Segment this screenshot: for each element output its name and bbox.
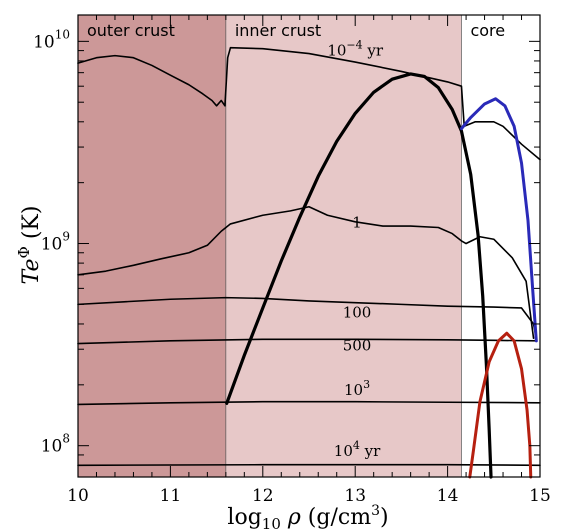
plot-frame bbox=[77, 14, 541, 478]
curve-label: 1 bbox=[352, 214, 362, 232]
curve-label: 500 bbox=[343, 337, 372, 355]
axis-ticks bbox=[77, 15, 541, 478]
y-tick-label: 1010 bbox=[33, 27, 70, 52]
x-tick-label: 13 bbox=[344, 486, 366, 506]
region-labels: outer crust inner crust core bbox=[87, 21, 505, 40]
x-axis-label: log10 ρ (g/cm3) bbox=[227, 503, 388, 532]
series-line-4 bbox=[77, 400, 541, 406]
curve-label: 100 bbox=[343, 304, 372, 322]
series-lines bbox=[77, 46, 541, 479]
series-line-8 bbox=[468, 331, 533, 479]
series-line-6 bbox=[225, 72, 493, 479]
y-tick-label: 109 bbox=[41, 230, 70, 255]
x-tick-label: 15 bbox=[529, 486, 551, 506]
series-line-5 bbox=[77, 463, 541, 467]
series-line-7 bbox=[459, 97, 538, 343]
tick-labels: 10 11 12 13 14 15 108 109 1010 bbox=[33, 27, 551, 506]
x-tick-label: 14 bbox=[437, 486, 459, 506]
region-label: core bbox=[470, 21, 505, 40]
region-band-inner-crust bbox=[225, 15, 462, 477]
x-tick-label: 12 bbox=[252, 486, 274, 506]
region-label: inner crust bbox=[235, 21, 321, 40]
y-axis-label: TeΦ (K) bbox=[15, 206, 44, 285]
x-tick-label: 10 bbox=[67, 486, 89, 506]
y-tick-label: 108 bbox=[41, 432, 70, 457]
series-line-3 bbox=[77, 338, 538, 345]
x-tick-label: 11 bbox=[160, 486, 182, 506]
region-shading bbox=[78, 15, 540, 477]
region-label: outer crust bbox=[87, 21, 175, 40]
curve-label: 104 yr bbox=[334, 439, 381, 460]
series-line-0 bbox=[77, 46, 541, 161]
curve-label: 10−4 yr bbox=[327, 39, 384, 60]
series-line-2 bbox=[77, 296, 538, 340]
series-line-1 bbox=[77, 205, 535, 340]
